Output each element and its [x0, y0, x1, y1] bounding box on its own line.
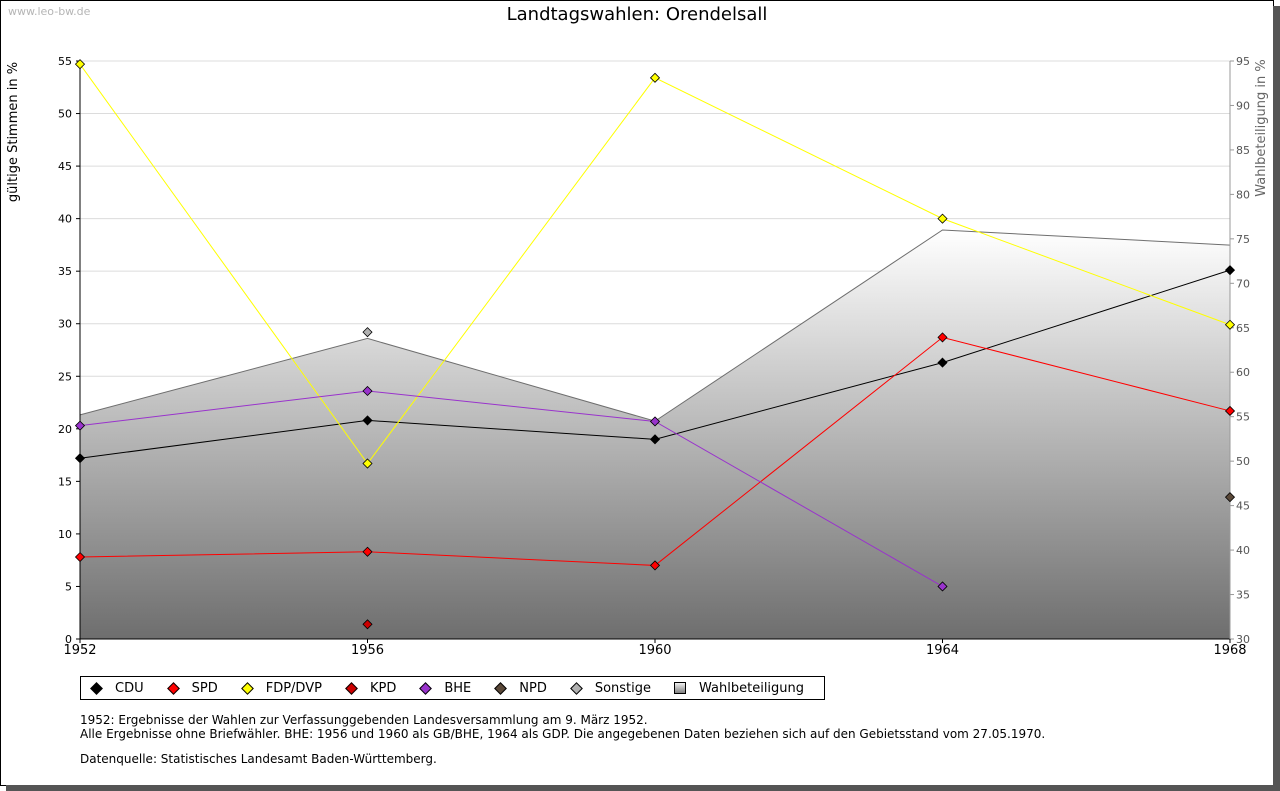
y-tick-label: 35 [58, 265, 72, 278]
legend-diamond-icon [569, 681, 583, 695]
legend-square-icon [673, 681, 687, 695]
note-line-1: 1952: Ergebnisse der Wahlen zur Verfassu… [80, 713, 648, 727]
y2-tick-label: 85 [1236, 144, 1250, 157]
data-point-spd [937, 332, 948, 343]
data-point-kpd [362, 619, 373, 630]
data-point-fdp-dvp [649, 72, 661, 83]
data-point-fdp-dvp [1224, 319, 1236, 330]
y2-tick-label: 30 [1236, 633, 1250, 646]
legend-label: KPD [369, 680, 397, 696]
x-tick-label: 1952 [63, 643, 96, 658]
data-point-cdu [74, 453, 86, 464]
data-point-fdp-dvp [74, 59, 86, 70]
data-point-cdu [1224, 265, 1236, 276]
y2-tick-label: 60 [1236, 366, 1250, 379]
data-point-bhe [649, 416, 661, 427]
y-tick-label: 20 [58, 423, 72, 436]
x-tick-label: 1964 [926, 643, 959, 658]
legend-diamond-icon [344, 681, 358, 695]
x-tick-label: 1960 [638, 643, 671, 658]
note-line-2: Alle Ergebnisse ohne Briefwähler. BHE: 1… [80, 727, 1046, 741]
legend-item-npd: NPD [493, 681, 561, 696]
legend-label: SPD [191, 680, 218, 696]
legend-diamond-icon [240, 681, 254, 695]
legend: CDU SPD FDP/DVP KPD BHE NPD Sonstige Wahlbeteil… [80, 676, 826, 700]
legend-item-bhe: BHE [418, 681, 485, 696]
y2-tick-label: 90 [1236, 99, 1250, 112]
chart-canvas: 0 5 10 15 20 25 30 35 40 45 50 55 30 35 40 45 50 55 60 65 70… [6, 55, 1269, 658]
series-markers [74, 59, 1236, 630]
y-tick-label: 10 [58, 528, 72, 541]
y2-tick-label: 35 [1236, 589, 1250, 602]
legend-label: NPD [519, 680, 547, 696]
data-point-fdp-dvp [362, 458, 373, 469]
legend-label: Sonstige [594, 680, 652, 696]
y2-tick-label: 40 [1236, 544, 1250, 557]
y2-axis-label: Wahlbeteiligung in % [1254, 59, 1269, 196]
y-tick-label: 45 [58, 160, 72, 173]
x-tick-label: 1968 [1213, 643, 1246, 658]
y2-tick-label: 95 [1236, 55, 1250, 68]
legend-item-wahlbeteiligung: Wahlbeteiligung [673, 681, 818, 696]
legend-label: BHE [444, 680, 472, 696]
series-line-bhe [79, 390, 943, 587]
y-axis-label: gültige Stimmen in % [6, 62, 21, 202]
y-tick-label: 5 [65, 580, 72, 593]
legend-diamond-icon [493, 681, 508, 695]
data-point-sonstige [362, 327, 373, 338]
frame-shadow-bottom [6, 785, 1280, 791]
y-tick-label: 55 [58, 55, 72, 68]
y2-tick-label: 70 [1236, 277, 1250, 290]
data-point-spd [362, 546, 373, 557]
data-point-spd [74, 551, 86, 563]
chart-notes: 1952: Ergebnisse der Wahlen zur Verfassu… [80, 713, 1045, 741]
data-point-npd [1224, 492, 1236, 503]
legend-diamond-icon [166, 681, 180, 695]
data-point-bhe [362, 385, 373, 397]
y2-tick-label: 75 [1236, 233, 1250, 246]
legend-diamond-icon [418, 681, 433, 695]
data-point-bhe [74, 420, 86, 431]
legend-label: FDP/DVP [265, 680, 322, 696]
legend-item-cdu: CDU [89, 681, 158, 696]
legend-item-spd: SPD [166, 681, 232, 696]
watermark: www.leo-bw.de [8, 5, 91, 18]
data-point-cdu [649, 434, 661, 445]
y-tick-label: 40 [58, 213, 72, 226]
y2-tick-label: 80 [1236, 188, 1250, 201]
legend-diamond-icon [89, 681, 103, 695]
legend-label: CDU [115, 680, 144, 696]
data-point-spd [649, 560, 661, 571]
legend-item-kpd: KPD [344, 681, 410, 696]
y-tick-label: 50 [58, 108, 72, 121]
data-point-cdu [937, 357, 948, 368]
y-tick-label: 30 [58, 318, 72, 331]
legend-item-fdp-dvp: FDP/DVP [240, 681, 336, 696]
legend-label: Wahlbeteiligung [699, 680, 805, 696]
chart-title: Landtagswahlen: Orendelsall [506, 4, 768, 25]
y-tick-label: 0 [65, 633, 72, 646]
x-tick-label: 1956 [351, 643, 384, 658]
y-tick-label: 15 [58, 475, 72, 488]
y2-tick-label: 50 [1236, 455, 1250, 468]
data-point-spd [1224, 405, 1236, 417]
y2-tick-label: 65 [1236, 322, 1250, 335]
data-point-cdu [362, 415, 373, 426]
legend-item-sonstige: Sonstige [569, 681, 665, 696]
data-point-fdp-dvp [937, 213, 948, 224]
data-point-bhe [937, 581, 948, 592]
data-source: Datenquelle: Statistisches Landesamt Bad… [80, 752, 437, 766]
y2-tick-label: 55 [1236, 411, 1250, 424]
y2-tick-label: 45 [1236, 500, 1250, 513]
axes: 0 5 10 15 20 25 30 35 40 45 50 55 30 35 40 45 50 55 60 65 70… [58, 55, 1250, 658]
frame-shadow-right [1273, 6, 1280, 791]
y-tick-label: 25 [58, 370, 72, 383]
